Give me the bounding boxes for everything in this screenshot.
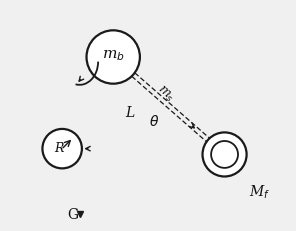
Circle shape [86, 31, 140, 84]
Text: G: G [67, 207, 78, 221]
Text: M$_f$: M$_f$ [249, 182, 270, 200]
Text: L: L [125, 105, 134, 119]
Text: $\theta$: $\theta$ [149, 114, 159, 129]
Text: m$_b$: m$_b$ [102, 48, 125, 63]
Circle shape [202, 133, 247, 177]
Circle shape [42, 129, 82, 169]
Text: R: R [54, 141, 63, 154]
Text: m$_s$: m$_s$ [154, 83, 176, 105]
